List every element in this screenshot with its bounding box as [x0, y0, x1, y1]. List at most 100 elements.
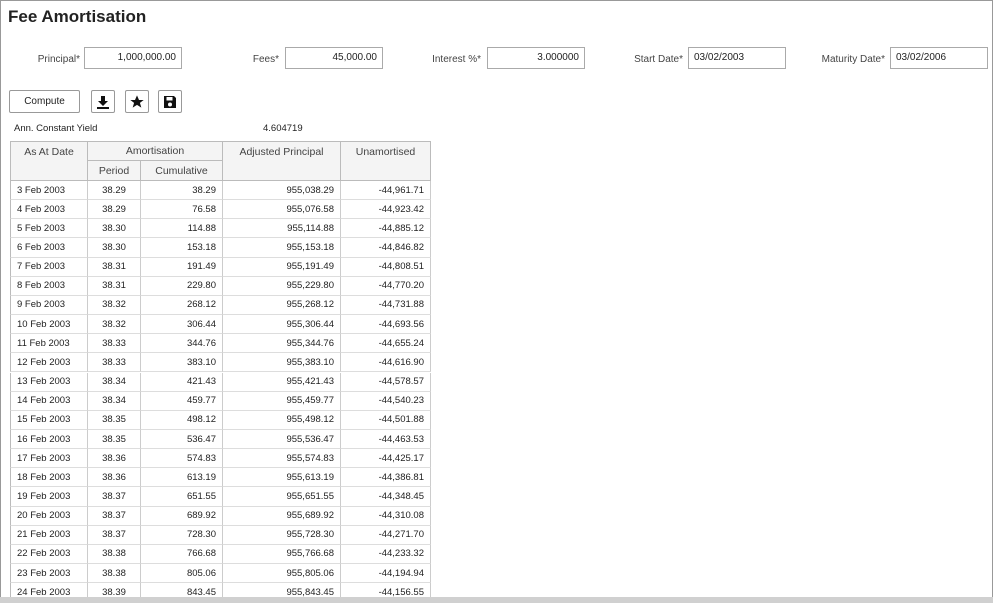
- field-label: Start Date*: [634, 54, 683, 65]
- table-cell: 955,383.10: [223, 353, 341, 373]
- table-cell: 38.29: [88, 181, 141, 201]
- table-cell: 613.19: [141, 468, 223, 488]
- table-cell: 955,306.44: [223, 315, 341, 335]
- table-cell: 955,689.92: [223, 506, 341, 526]
- table-cell: -44,348.45: [341, 487, 431, 507]
- table-cell: 18 Feb 2003: [10, 468, 88, 488]
- table-cell: -44,578.57: [341, 372, 431, 392]
- table-cell: 955,191.49: [223, 257, 341, 277]
- table-cell: 38.29: [88, 200, 141, 220]
- compute-button[interactable]: Compute: [9, 90, 80, 113]
- table-cell: 38.32: [88, 295, 141, 316]
- column-header: As At Date: [10, 141, 88, 181]
- table-cell: -44,655.24: [341, 334, 431, 354]
- table-cell: 955,076.58: [223, 200, 341, 220]
- table-cell: 16 Feb 2003: [10, 429, 88, 450]
- table-cell: 955,153.18: [223, 238, 341, 258]
- table-cell: -44,310.08: [341, 506, 431, 526]
- table-cell: 955,498.12: [223, 410, 341, 430]
- table-cell: 21 Feb 2003: [10, 525, 88, 545]
- table-cell: 15 Feb 2003: [10, 410, 88, 430]
- table-cell: 38.37: [88, 506, 141, 526]
- table-cell: 38.30: [88, 219, 141, 239]
- yield-value: 4.604719: [263, 123, 303, 134]
- table-cell: 421.43: [141, 372, 223, 392]
- table-cell: -44,846.82: [341, 238, 431, 258]
- table-cell: -44,885.12: [341, 219, 431, 239]
- table-cell: 955,843.45: [223, 583, 341, 597]
- field-label: Interest %*: [432, 54, 481, 65]
- table-cell: 766.68: [141, 544, 223, 564]
- table-cell: 955,613.19: [223, 468, 341, 488]
- table-cell: -44,463.53: [341, 429, 431, 450]
- table-cell: 955,421.43: [223, 372, 341, 392]
- table-cell: 14 Feb 2003: [10, 391, 88, 411]
- table-cell: 13 Feb 2003: [10, 372, 88, 392]
- table-cell: 955,536.47: [223, 429, 341, 450]
- table-cell: 38.34: [88, 391, 141, 411]
- column-header: Period: [88, 161, 141, 181]
- table-cell: 955,459.77: [223, 391, 341, 411]
- table-cell: 955,229.80: [223, 276, 341, 296]
- table-cell: 38.30: [88, 238, 141, 258]
- table-cell: 38.33: [88, 353, 141, 373]
- table-cell: -44,923.42: [341, 200, 431, 220]
- table-cell: 10 Feb 2003: [10, 315, 88, 335]
- table-cell: 38.39: [88, 583, 141, 597]
- table-cell: 955,114.88: [223, 219, 341, 239]
- text-input[interactable]: 45,000.00: [285, 47, 383, 69]
- table-cell: -44,616.90: [341, 353, 431, 373]
- table-cell: -44,386.81: [341, 468, 431, 488]
- download-button[interactable]: [91, 90, 115, 113]
- table-cell: 955,268.12: [223, 295, 341, 316]
- table-cell: 955,038.29: [223, 181, 341, 201]
- table-cell: 268.12: [141, 295, 223, 316]
- table-cell: 4 Feb 2003: [10, 200, 88, 220]
- column-header: Amortisation: [88, 141, 223, 161]
- table-cell: 689.92: [141, 506, 223, 526]
- save-icon: [164, 95, 176, 108]
- table-cell: -44,194.94: [341, 564, 431, 584]
- table-cell: 191.49: [141, 257, 223, 277]
- amortisation-table: As At Date Amortisation Period Cumulative Ad…: [10, 141, 432, 597]
- column-header: Cumulative: [141, 161, 223, 181]
- text-input[interactable]: 03/02/2006: [890, 47, 988, 69]
- table-cell: 651.55: [141, 487, 223, 507]
- yield-label: Ann. Constant Yield: [14, 123, 98, 134]
- text-input[interactable]: 03/02/2003: [688, 47, 786, 69]
- table-cell: 38.36: [88, 468, 141, 488]
- table-cell: 805.06: [141, 564, 223, 584]
- text-input[interactable]: 3.000000: [487, 47, 585, 69]
- table-cell: 11 Feb 2003: [10, 334, 88, 354]
- table-cell: 9 Feb 2003: [10, 295, 88, 316]
- table-cell: 38.31: [88, 276, 141, 296]
- table-cell: 955,574.83: [223, 449, 341, 469]
- table-cell: 24 Feb 2003: [10, 583, 88, 597]
- table-cell: 306.44: [141, 315, 223, 335]
- table-cell: 728.30: [141, 525, 223, 545]
- table-cell: 38.38: [88, 564, 141, 584]
- table-cell: 12 Feb 2003: [10, 353, 88, 373]
- table-cell: 955,344.76: [223, 334, 341, 354]
- table-cell: -44,770.20: [341, 276, 431, 296]
- table-cell: 19 Feb 2003: [10, 487, 88, 507]
- favourite-button[interactable]: [125, 90, 149, 113]
- table-cell: 6 Feb 2003: [10, 238, 88, 258]
- table-cell: -44,693.56: [341, 315, 431, 335]
- table-cell: -44,233.32: [341, 544, 431, 564]
- download-icon: [97, 95, 109, 109]
- table-cell: -44,731.88: [341, 295, 431, 316]
- table-cell: -44,961.71: [341, 181, 431, 201]
- table-cell: 3 Feb 2003: [10, 181, 88, 201]
- table-cell: 8 Feb 2003: [10, 276, 88, 296]
- table-cell: 76.58: [141, 200, 223, 220]
- scrollbar: [0, 597, 993, 603]
- text-input[interactable]: 1,000,000.00: [84, 47, 182, 69]
- field-label: Principal*: [37, 54, 80, 65]
- table-cell: 344.76: [141, 334, 223, 354]
- table-cell: -44,156.55: [341, 583, 431, 597]
- save-button[interactable]: [158, 90, 182, 113]
- table-cell: 20 Feb 2003: [10, 506, 88, 526]
